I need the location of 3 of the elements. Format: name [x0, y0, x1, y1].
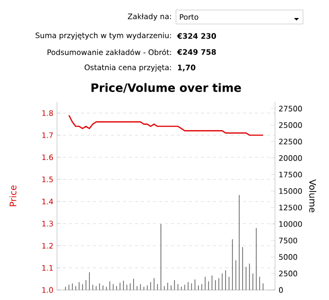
y-axis-title: Price: [9, 185, 16, 206]
chart-title: Price/Volume over time: [92, 83, 241, 93]
y2-axis-title: Volume: [309, 179, 316, 212]
